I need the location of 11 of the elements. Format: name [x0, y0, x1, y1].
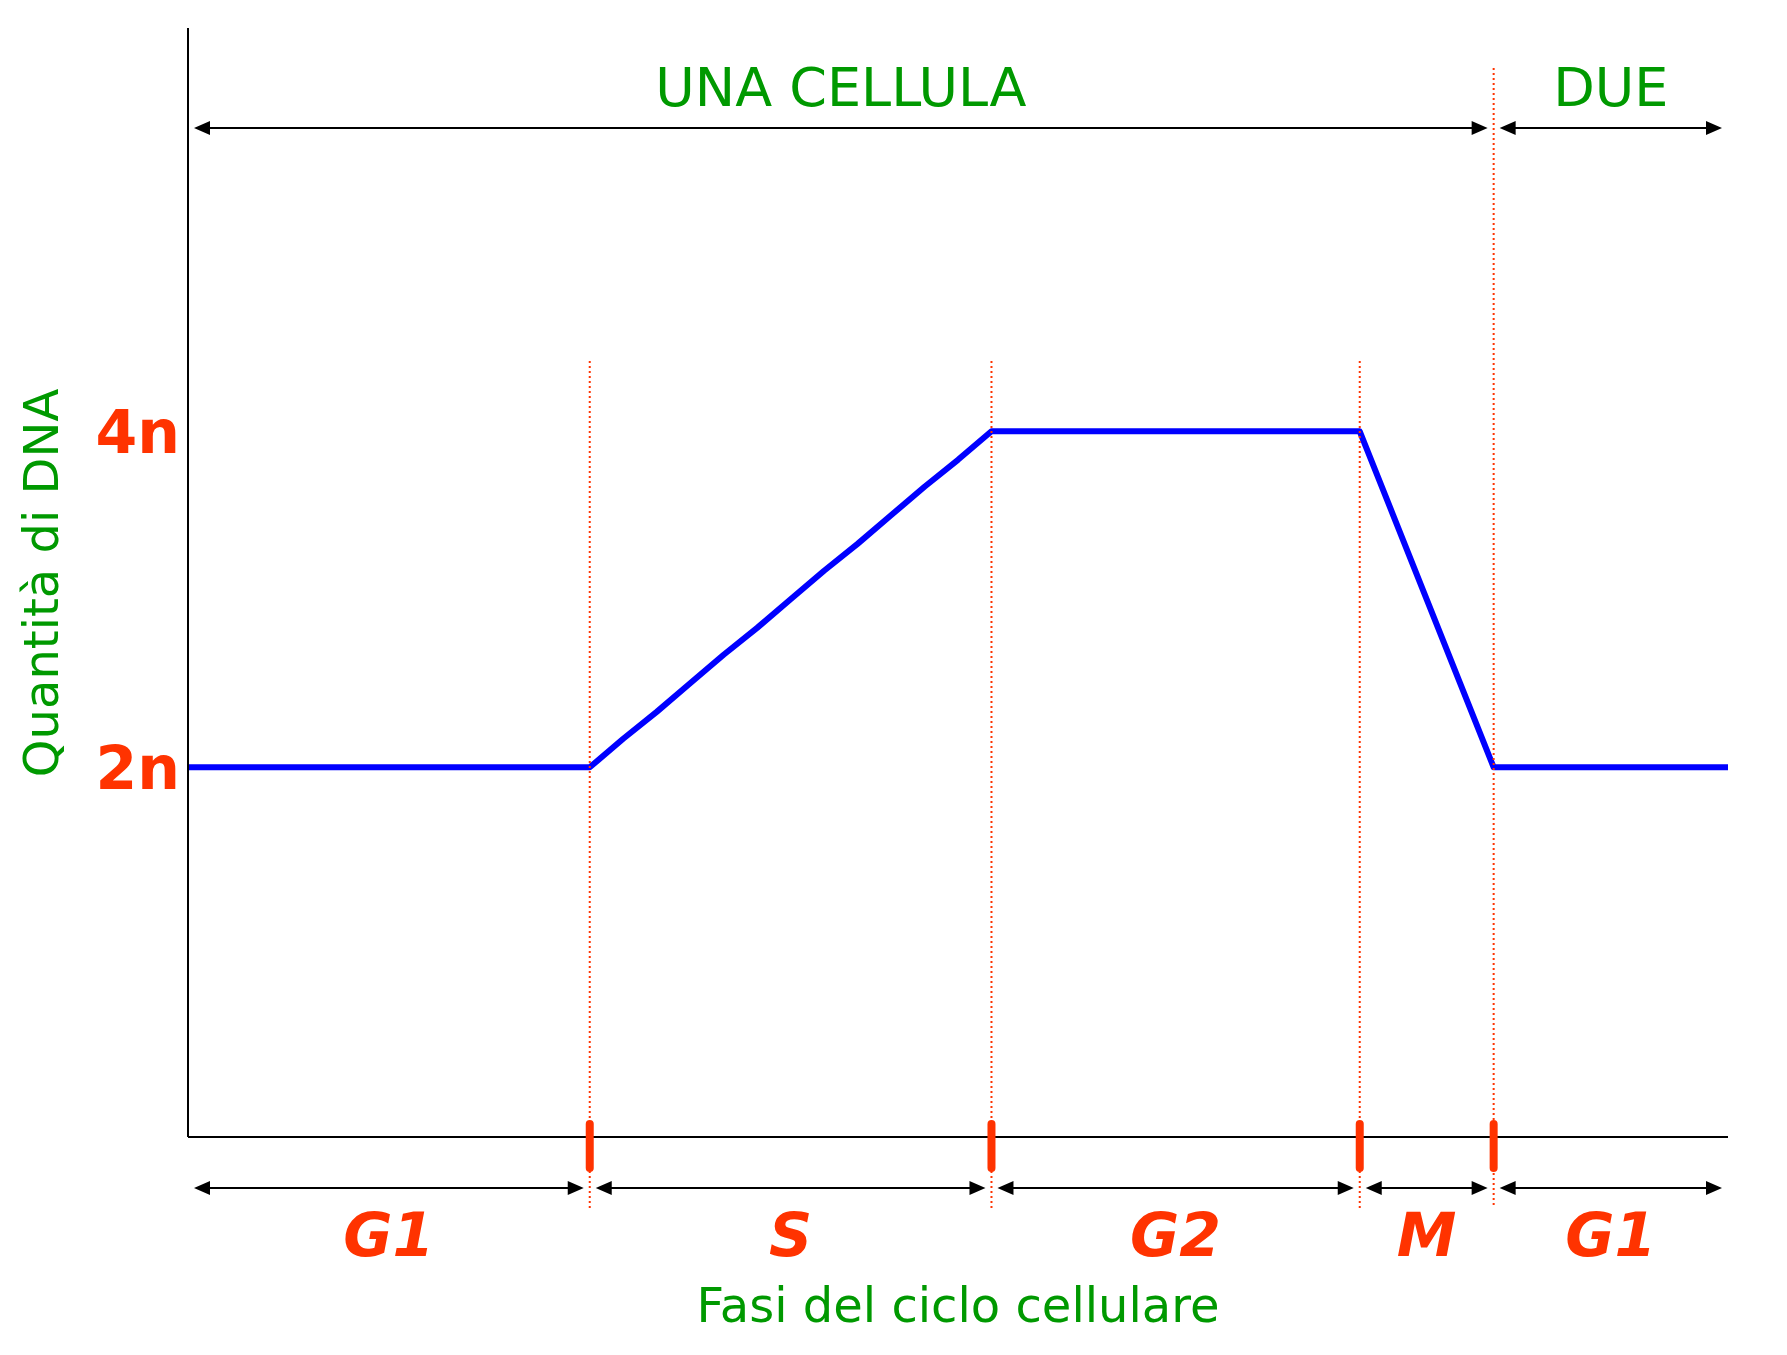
- text: G2: [1130, 1200, 1222, 1270]
- annotation: UNA CELLULA: [655, 56, 1027, 119]
- y-tick-label: 2n: [95, 732, 180, 803]
- y-axis-title: Quantità di DNA: [13, 388, 69, 778]
- text: G1: [343, 1200, 435, 1270]
- text: G1: [1565, 1200, 1657, 1270]
- x-axis-title: Fasi del ciclo cellulare: [696, 1277, 1220, 1333]
- annotation: DUE: [1553, 56, 1669, 119]
- y-tick-label: 4n: [95, 396, 180, 467]
- text: S: [769, 1200, 813, 1270]
- text: M: [1396, 1200, 1457, 1270]
